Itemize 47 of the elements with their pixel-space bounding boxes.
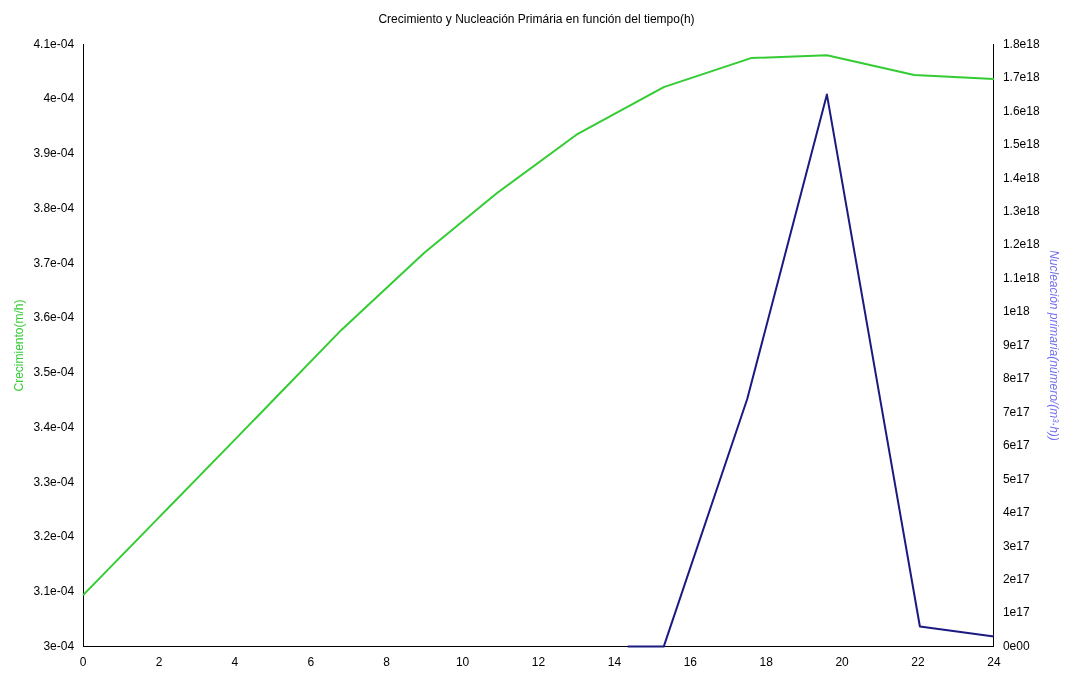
y2-tick-label: 1.7e18 (1002, 70, 1040, 85)
y-tick-label: 3.9e-04 (33, 146, 75, 161)
y-tick-label: 4.1e-04 (33, 36, 75, 51)
y-tick-label: 3.6e-04 (33, 310, 75, 325)
y-tick-label: 3.1e-04 (33, 584, 75, 599)
x-tick-label: 14 (607, 655, 622, 670)
x-tick-label: 8 (383, 655, 391, 670)
x-tick-label: 10 (455, 655, 470, 670)
y2-tick-label: 1.4e18 (1002, 170, 1040, 185)
x-tick-label: 24 (987, 655, 1001, 670)
x-tick-label: 6 (307, 655, 315, 670)
x-tick-label: 4 (231, 655, 239, 670)
y2-tick-label: 4e17 (1002, 505, 1030, 520)
y-tick-label: 4e-04 (43, 91, 75, 106)
x-tick-label: 20 (835, 655, 850, 670)
x-tick-label: 2 (155, 655, 163, 670)
y-tick-label: 3e-04 (43, 638, 75, 653)
y2-tick-label: 1.6e18 (1002, 103, 1040, 118)
x-tick-label: 16 (683, 655, 698, 670)
y2-tick-label: 8e17 (1002, 371, 1030, 386)
y2-tick-label: 1.1e18 (1002, 270, 1040, 285)
y2-tick-label: 1.2e18 (1002, 237, 1040, 252)
y-tick-label: 3.8e-04 (33, 200, 75, 215)
y-tick-label: 3.4e-04 (33, 419, 75, 434)
y2-tick-label: 6e17 (1002, 438, 1030, 453)
y2-tick-label: 1e17 (1002, 605, 1030, 620)
y2-tick-label: 1.8e18 (1002, 36, 1040, 51)
y-tick-label: 3.5e-04 (33, 365, 75, 380)
y2-tick-label: 5e17 (1002, 471, 1030, 486)
y2-tick-label: 0e00 (1002, 638, 1030, 653)
y-axis-title: Crecimiento(m/h) (11, 299, 26, 392)
x-tick-label: 12 (531, 655, 546, 670)
y2-tick-label: 7e17 (1002, 404, 1030, 419)
y-tick-label: 3.3e-04 (33, 474, 75, 489)
y2-tick-label: 9e17 (1002, 337, 1030, 352)
y-tick-label: 3.7e-04 (33, 255, 75, 270)
y2-tick-label: 1.5e18 (1002, 137, 1040, 152)
y2-tick-label: 2e17 (1002, 572, 1030, 586)
y2-axis-title: Nucleación primaria(número/(m³·h)) (1047, 250, 1062, 441)
x-tick-label: 18 (759, 655, 774, 670)
y-tick-label: 3.2e-04 (33, 529, 75, 544)
y2-tick-label: 3e17 (1002, 538, 1030, 553)
x-tick-label: 0 (79, 655, 87, 670)
y2-tick-label: 1.3e18 (1002, 203, 1040, 218)
y2-tick-label: 1e18 (1002, 304, 1030, 319)
chart-title: Crecimiento y Nucleación Primária en función del tiempo(h) (378, 11, 695, 26)
x-tick-label: 22 (911, 655, 925, 670)
